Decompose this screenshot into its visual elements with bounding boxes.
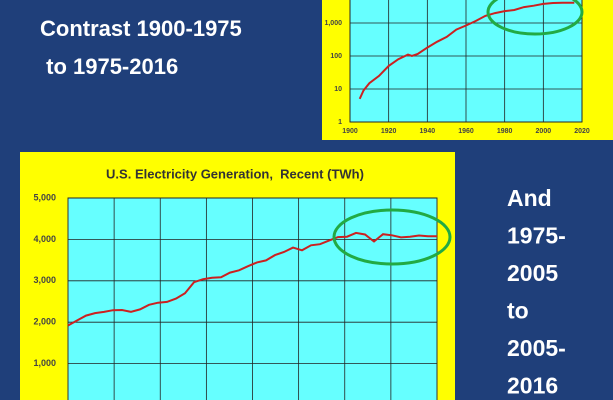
x-tick-label: 1960 [458, 128, 474, 135]
x-tick-label: 1900 [342, 128, 358, 135]
x-tick-label: 1920 [381, 128, 397, 135]
side-text-line: 2005 [507, 260, 558, 286]
highlight-ellipse [486, 0, 584, 36]
chart-title: U.S. Electricity Generation, Recent (TWh… [106, 166, 364, 181]
x-tick-label: 1940 [420, 128, 436, 135]
x-tick-label: 2000 [536, 128, 552, 135]
heading-line: to 1975-2016 [40, 54, 178, 79]
y-tick-label: 5,000 [33, 192, 56, 202]
y-tick-label: 3,000 [33, 275, 56, 285]
side-text-line: And [507, 185, 552, 211]
side-text-line: 2016 [507, 373, 558, 399]
x-tick-label: 1980 [497, 128, 513, 135]
side-text-line: 2005- [507, 335, 566, 361]
data-line [67, 231, 437, 327]
y-tick-label: 1,000 [33, 358, 56, 368]
data-line [358, 1, 575, 100]
y-tick-label: 2,000 [33, 317, 56, 327]
y-tick-label: 10 [334, 86, 342, 93]
y-tick-label: 100 [330, 53, 342, 60]
side-text-line: 1975- [507, 223, 566, 249]
highlight-ellipse [332, 208, 452, 266]
heading-line: Contrast 1900-1975 [40, 16, 242, 41]
side-text: And 1975- 2005 to 2005- 2016 [507, 185, 566, 399]
y-tick-label: 1,000 [324, 20, 342, 27]
y-tick-label: 1 [338, 119, 342, 126]
side-text-line: to [507, 298, 529, 324]
charts: 1900 1920 1940 1960 1980 2000 2020 1 10 100 1,000 1… [33, 0, 590, 400]
y-tick-label: 4,000 [33, 234, 56, 244]
x-tick-label: 2020 [574, 128, 590, 135]
